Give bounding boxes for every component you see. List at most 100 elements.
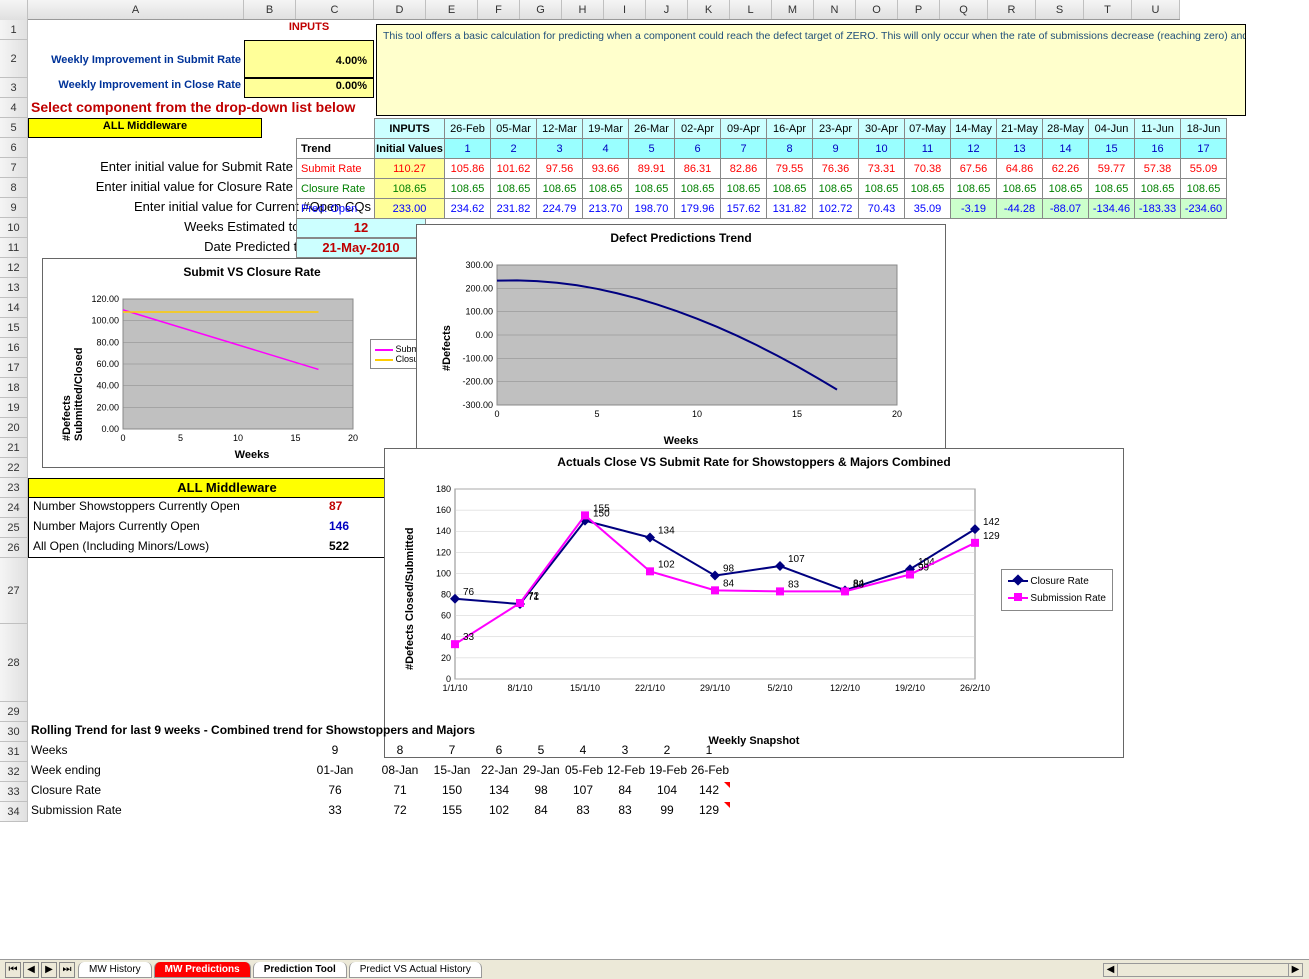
tab-nav-prev[interactable]: ◀ — [23, 962, 39, 978]
chart-submit-vs-closure[interactable]: Submit VS Closure Rate0.0020.0040.0060.0… — [42, 258, 462, 468]
sheet-tab-predict-vs-actual-history[interactable]: Predict VS Actual History — [349, 962, 482, 978]
row-header-2[interactable]: 2 — [0, 40, 28, 78]
row-header-11[interactable]: 11 — [0, 238, 28, 258]
rolling-val-1-0: 01-Jan — [296, 762, 374, 782]
row-header-8[interactable]: 8 — [0, 178, 28, 198]
row-header-10[interactable]: 10 — [0, 218, 28, 238]
rolling-val-0-6: 3 — [604, 742, 646, 762]
col-header-K[interactable]: K — [688, 0, 730, 19]
row-header-25[interactable]: 25 — [0, 518, 28, 538]
input-submit-rate[interactable]: 4.00% — [244, 40, 374, 78]
row-header-15[interactable]: 15 — [0, 318, 28, 338]
tab-nav-first[interactable]: ⏮ — [5, 962, 21, 978]
row-header-14[interactable]: 14 — [0, 298, 28, 318]
col-header-O[interactable]: O — [856, 0, 898, 19]
row-header-16[interactable]: 16 — [0, 338, 28, 358]
row-header-17[interactable]: 17 — [0, 358, 28, 378]
col-header-C[interactable]: C — [296, 0, 374, 19]
chart-actuals[interactable]: Actuals Close VS Submit Rate for Showsto… — [384, 448, 1124, 758]
sheet-tab-prediction-tool[interactable]: Prediction Tool — [253, 962, 347, 978]
col-header-N[interactable]: N — [814, 0, 856, 19]
chart3-ylabel: #Defects Closed/Submitted — [404, 500, 416, 670]
summary-label-2: All Open (Including Minors/Lows) — [28, 538, 296, 558]
row-header-20[interactable]: 20 — [0, 418, 28, 438]
col-header-T[interactable]: T — [1084, 0, 1132, 19]
col-header-R[interactable]: R — [988, 0, 1036, 19]
svg-text:99: 99 — [918, 563, 930, 574]
svg-text:0: 0 — [494, 409, 499, 419]
row-header-32[interactable]: 32 — [0, 762, 28, 782]
col-header-Q[interactable]: Q — [940, 0, 988, 19]
horizontal-scrollbar[interactable]: ◀ ▶ — [1103, 963, 1303, 977]
row-header-19[interactable]: 19 — [0, 398, 28, 418]
row-header-1[interactable]: 1 — [0, 20, 28, 40]
col-header-S[interactable]: S — [1036, 0, 1084, 19]
row-header-29[interactable]: 29 — [0, 702, 28, 722]
row-header-4[interactable]: 4 — [0, 98, 28, 118]
col-header-H[interactable]: H — [562, 0, 604, 19]
svg-text:5/2/10: 5/2/10 — [767, 683, 792, 693]
chart-defect-predictions[interactable]: Defect Predictions Trend-300.00-200.00-1… — [416, 224, 946, 454]
row-header-28[interactable]: 28 — [0, 624, 28, 702]
row-header-7[interactable]: 7 — [0, 158, 28, 178]
row-header-21[interactable]: 21 — [0, 438, 28, 458]
col-header-E[interactable]: E — [426, 0, 478, 19]
svg-text:83: 83 — [788, 579, 800, 590]
col-header-D[interactable]: D — [374, 0, 426, 19]
svg-text:0: 0 — [120, 433, 125, 443]
label-weekly-submit: Weekly Improvement in Submit Rate — [28, 40, 244, 78]
input-close-rate[interactable]: 0.00% — [244, 78, 374, 98]
rolling-val-2-5: 107 — [562, 782, 604, 802]
col-header-J[interactable]: J — [646, 0, 688, 19]
rolling-label-1: Week ending — [28, 762, 244, 782]
select-all-corner[interactable] — [0, 0, 28, 20]
rolling-val-3-2: 155 — [426, 802, 478, 822]
rolling-val-2-2: 150 — [426, 782, 478, 802]
worksheet-area: INPUTSWeekly Improvement in Submit RateW… — [28, 20, 1309, 959]
summary-label-0: Number Showstoppers Currently Open — [28, 498, 296, 518]
predictions-table: INPUTS26-Feb05-Mar12-Mar19-Mar26-Mar02-A… — [296, 118, 1227, 219]
col-header-G[interactable]: G — [520, 0, 562, 19]
col-header-L[interactable]: L — [730, 0, 772, 19]
row-header-3[interactable]: 3 — [0, 78, 28, 98]
col-header-I[interactable]: I — [604, 0, 646, 19]
row-header-12[interactable]: 12 — [0, 258, 28, 278]
chart3-legend: Closure Rate Submission Rate — [1001, 569, 1113, 611]
tab-nav-next[interactable]: ▶ — [41, 962, 57, 978]
row-header-5[interactable]: 5 — [0, 118, 28, 138]
chart1-ylabel: #Defects Submitted/Closed — [61, 301, 85, 441]
tab-nav-last[interactable]: ⏭ — [59, 962, 75, 978]
row-header-30[interactable]: 30 — [0, 722, 28, 742]
component-dropdown[interactable]: ALL Middleware▾ — [28, 118, 262, 138]
row-header-13[interactable]: 13 — [0, 278, 28, 298]
rolling-val-3-6: 83 — [604, 802, 646, 822]
row-header-22[interactable]: 22 — [0, 458, 28, 478]
col-header-M[interactable]: M — [772, 0, 814, 19]
svg-text:129: 129 — [983, 531, 1000, 542]
row-header-6[interactable]: 6 — [0, 138, 28, 158]
sheet-tab-mw-history[interactable]: MW History — [78, 962, 152, 978]
col-header-A[interactable]: A — [28, 0, 244, 19]
svg-text:160: 160 — [436, 505, 451, 515]
sheet-tab-mw-predictions[interactable]: MW Predictions — [154, 962, 251, 978]
svg-text:84: 84 — [723, 578, 735, 589]
comment-indicator-icon[interactable] — [724, 802, 730, 808]
rolling-label-3: Submission Rate — [28, 802, 244, 822]
row-header-24[interactable]: 24 — [0, 498, 28, 518]
col-header-B[interactable]: B — [244, 0, 296, 19]
row-header-26[interactable]: 26 — [0, 538, 28, 558]
row-header-34[interactable]: 34 — [0, 802, 28, 822]
svg-text:102: 102 — [658, 559, 675, 570]
comment-indicator-icon[interactable] — [724, 782, 730, 788]
col-header-U[interactable]: U — [1132, 0, 1180, 19]
col-header-P[interactable]: P — [898, 0, 940, 19]
col-header-F[interactable]: F — [478, 0, 520, 19]
row-header-18[interactable]: 18 — [0, 378, 28, 398]
svg-text:100.00: 100.00 — [91, 316, 119, 326]
row-header-27[interactable]: 27 — [0, 558, 28, 624]
row-header-23[interactable]: 23 — [0, 478, 28, 498]
row-header-33[interactable]: 33 — [0, 782, 28, 802]
svg-text:-300.00: -300.00 — [462, 400, 493, 410]
row-header-9[interactable]: 9 — [0, 198, 28, 218]
row-header-31[interactable]: 31 — [0, 742, 28, 762]
